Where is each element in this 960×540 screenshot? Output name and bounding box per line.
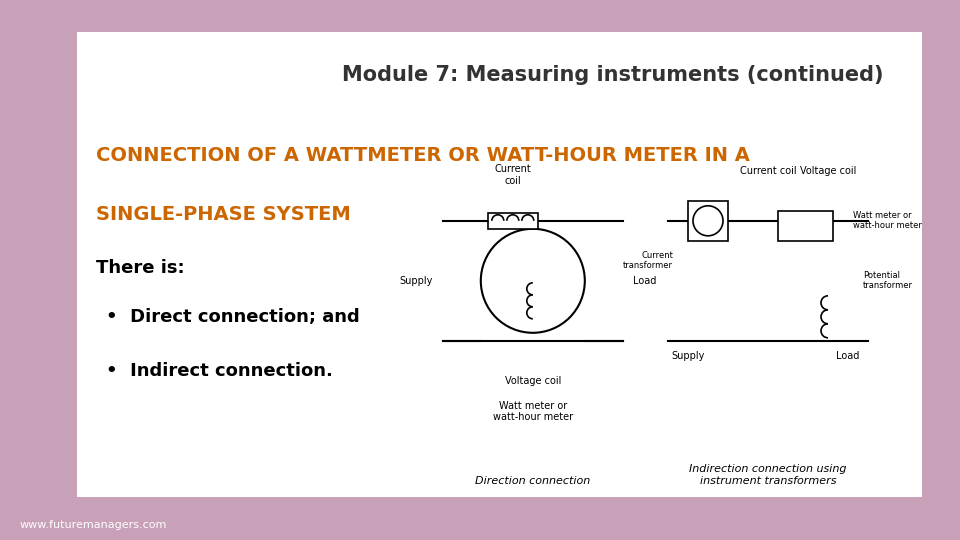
Text: Voltage coil: Voltage coil (800, 166, 856, 176)
FancyBboxPatch shape (77, 32, 922, 497)
Text: There is:: There is: (96, 259, 184, 277)
FancyBboxPatch shape (778, 211, 833, 241)
Text: Supply: Supply (399, 276, 433, 286)
Text: Module 7: Measuring instruments (continued): Module 7: Measuring instruments (continu… (342, 65, 883, 85)
Text: Watt meter or
watt-hour meter: Watt meter or watt-hour meter (492, 401, 573, 422)
Circle shape (481, 229, 585, 333)
Text: •  Direct connection; and: • Direct connection; and (106, 308, 359, 326)
Text: www.futuremanagers.com: www.futuremanagers.com (20, 520, 167, 530)
Text: Direction connection: Direction connection (475, 476, 590, 486)
Text: •  Indirect connection.: • Indirect connection. (106, 362, 332, 380)
Text: Load: Load (633, 276, 657, 286)
Text: SINGLE-PHASE SYSTEM: SINGLE-PHASE SYSTEM (96, 205, 350, 224)
Text: Potential
transformer: Potential transformer (863, 271, 913, 291)
Text: Current
transformer: Current transformer (623, 251, 673, 270)
Text: Load: Load (836, 351, 860, 361)
Text: Voltage coil: Voltage coil (505, 376, 561, 386)
Text: CONNECTION OF A WATTMETER OR WATT-HOUR METER IN A: CONNECTION OF A WATTMETER OR WATT-HOUR M… (96, 146, 750, 165)
Text: Watt meter or
watt-hour meter: Watt meter or watt-hour meter (853, 211, 922, 231)
Text: Supply: Supply (671, 351, 705, 361)
FancyBboxPatch shape (688, 201, 728, 241)
Text: Indirection connection using
instrument transformers: Indirection connection using instrument … (689, 464, 847, 486)
Text: Current coil: Current coil (740, 166, 796, 176)
FancyBboxPatch shape (488, 213, 538, 229)
Text: Current
coil: Current coil (494, 164, 531, 186)
Circle shape (693, 206, 723, 236)
